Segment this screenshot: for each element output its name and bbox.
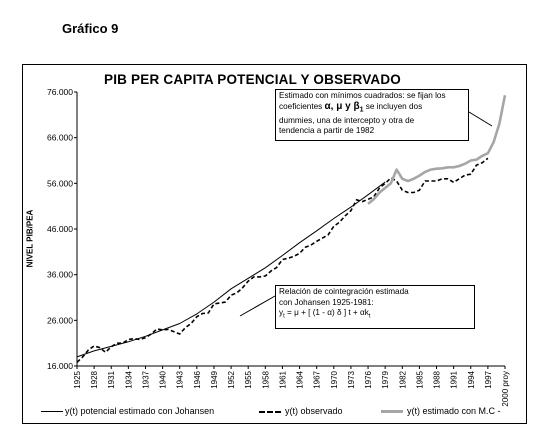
- annotation-johansen-eq-y: y: [279, 308, 284, 317]
- y-tick-labels: 16.000 26.000 36.000 46.000 56.000 66.000 76.0…: [47, 87, 77, 371]
- y-tick-label: 66.000: [47, 133, 73, 143]
- x-tick-label: 1982: [398, 370, 407, 388]
- x-tick-label: 2000 proy: [501, 371, 510, 407]
- x-tick-label: 1961: [278, 370, 287, 388]
- annotation-arrows: [239, 111, 493, 317]
- x-tick-label: 1994: [467, 370, 476, 388]
- x-tick-label: 1976: [364, 370, 373, 388]
- y-tick-label: 46.000: [47, 224, 73, 234]
- series-lines: [76, 94, 507, 363]
- y-tick-label: 76.000: [47, 87, 73, 97]
- legend: y(t) potencial estimado con Johansen y(t…: [23, 402, 526, 422]
- annotation-johansen-eq-sub1: t: [283, 313, 285, 320]
- x-tick-label: 1973: [347, 370, 356, 388]
- annotation-mc-line2b: se incluyen dos: [363, 101, 423, 111]
- x-tick-labels: 1925 1928 1931 1934 1937 1940 1943 1946 1949 1952…: [73, 366, 510, 407]
- annotation-johansen-eq-sub2: t: [368, 313, 371, 320]
- x-tick-label: 1967: [313, 370, 322, 388]
- figure-label: Gráfico 9: [62, 21, 119, 36]
- annotation-johansen-line2: con Johansen 1925-1981:: [279, 297, 374, 307]
- series-line-0: [76, 181, 386, 358]
- annotation-mc-line2a: coeficientes: [279, 101, 323, 111]
- x-tick-label: 1964: [296, 370, 305, 388]
- arrow-johansen: [239, 295, 276, 317]
- annotation-mc-greek: α, μ y β: [324, 100, 360, 112]
- legend-swatch-potencial: [41, 411, 63, 412]
- y-tick-label: 36.000: [47, 270, 73, 280]
- y-axis-label: NIVEL PIB/PEA: [25, 209, 35, 268]
- annotation-mc-sub: 1: [359, 106, 364, 114]
- x-tick-label: 1997: [484, 370, 493, 388]
- x-tick-label: 1988: [433, 370, 442, 388]
- series-line-2: [367, 94, 507, 205]
- x-tick-label: 1970: [330, 370, 339, 388]
- x-tick-label: 1931: [107, 370, 116, 388]
- x-tick-label: 1958: [261, 370, 270, 388]
- x-tick-label: 1952: [227, 370, 236, 388]
- arrow-mc: [468, 111, 493, 127]
- x-tick-label: 1940: [159, 370, 168, 388]
- annotation-mc: Estimado con mínimos cuadrados: se fijan…: [275, 89, 469, 141]
- x-tick-label: 1943: [176, 370, 185, 388]
- chart-frame: [22, 64, 527, 424]
- x-tick-label: 1985: [415, 370, 424, 388]
- x-tick-label: 1934: [124, 370, 133, 388]
- annotation-johansen-line1: Relación de cointegración estimada: [279, 287, 409, 296]
- chart-title: PIB PER CAPITA POTENCIAL Y OBSERVADO: [104, 72, 402, 87]
- x-tick-label: 1949: [210, 370, 219, 388]
- annotation-johansen-eq: = μ + [ (1 - α) δ ] t + αk: [284, 308, 369, 317]
- x-tick-label: 1937: [141, 370, 150, 388]
- legend-swatch-mc: [381, 410, 403, 413]
- y-tick-label: 26.000: [47, 315, 73, 325]
- x-tick-label: 1925: [73, 370, 82, 388]
- y-tick-label: 16.000: [47, 361, 73, 371]
- x-tick-label: 1991: [450, 370, 459, 388]
- x-tick-label: 1946: [193, 370, 202, 388]
- legend-label-mc: y(t) estimado con M.C -: [407, 406, 501, 416]
- x-tick-label: 1955: [244, 370, 253, 388]
- series-line-1: [76, 157, 489, 363]
- annotation-mc-line4: tendencia a partir de 1982: [279, 126, 375, 136]
- legend-label-potencial: y(t) potencial estimado con Johansen: [65, 406, 215, 416]
- annotation-mc-line1: Estimado con mínimos cuadrados: se fijan…: [279, 91, 446, 100]
- y-tick-label: 56.000: [47, 178, 73, 188]
- legend-swatch-observado: [259, 411, 281, 413]
- annotation-johansen: Relación de cointegración estimada con J…: [275, 285, 475, 329]
- x-tick-label: 1979: [381, 370, 390, 388]
- legend-label-observado: y(t) observado: [285, 406, 343, 416]
- x-tick-label: 1928: [90, 370, 99, 388]
- annotation-mc-line3: dummies, una de intercepto y otra de: [279, 115, 415, 125]
